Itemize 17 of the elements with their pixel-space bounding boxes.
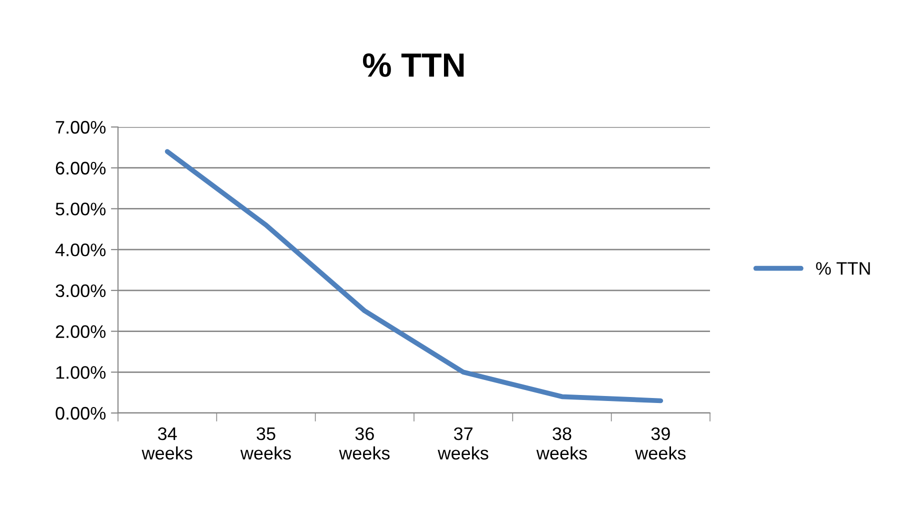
y-tick-label: 6.00%: [56, 162, 106, 175]
x-tick-label: 35 weeks: [240, 427, 291, 460]
x-tick-label: 34 weeks: [142, 427, 192, 460]
y-tick-label: 5.00%: [56, 202, 106, 216]
y-tick-label: 0.00%: [56, 406, 106, 420]
x-tick-label: 36 weeks: [339, 427, 390, 460]
y-tick-label: 7.00%: [56, 120, 106, 134]
y-tick-label: 3.00%: [56, 284, 106, 298]
x-tick-label: 38 weeks: [536, 427, 587, 460]
line-series: [164, 149, 664, 404]
x-tick-label: 37 weeks: [438, 427, 488, 460]
y-tick-label: 1.00%: [56, 366, 106, 379]
x-tick-label: 39 weeks: [635, 427, 686, 460]
y-tick-label: 4.00%: [55, 244, 106, 256]
legend-label: % TTN: [816, 262, 870, 275]
y-tick-label: 2.00%: [56, 325, 106, 338]
chart-title: % TTN: [362, 53, 464, 77]
